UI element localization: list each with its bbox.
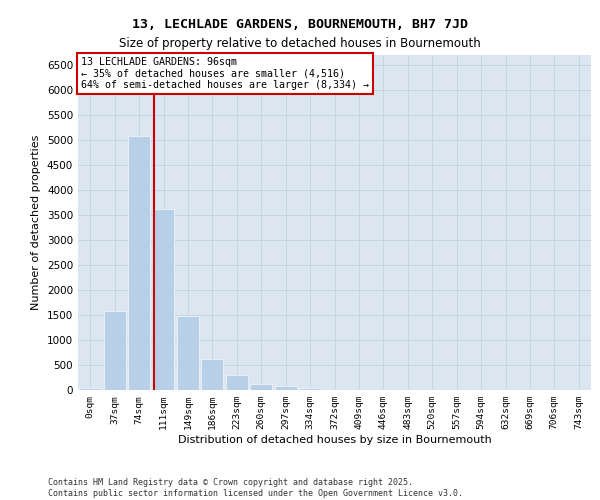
Bar xyxy=(202,359,223,390)
Bar xyxy=(250,384,272,390)
Bar xyxy=(152,209,175,390)
Bar xyxy=(128,136,150,390)
Text: 13, LECHLADE GARDENS, BOURNEMOUTH, BH7 7JD: 13, LECHLADE GARDENS, BOURNEMOUTH, BH7 7… xyxy=(132,18,468,30)
Bar xyxy=(104,311,125,390)
Text: Contains HM Land Registry data © Crown copyright and database right 2025.
Contai: Contains HM Land Registry data © Crown c… xyxy=(48,478,463,498)
Bar xyxy=(177,316,199,390)
Text: Size of property relative to detached houses in Bournemouth: Size of property relative to detached ho… xyxy=(119,38,481,51)
X-axis label: Distribution of detached houses by size in Bournemouth: Distribution of detached houses by size … xyxy=(178,435,491,445)
Y-axis label: Number of detached properties: Number of detached properties xyxy=(31,135,41,310)
Bar xyxy=(79,388,101,390)
Text: 13 LECHLADE GARDENS: 96sqm
← 35% of detached houses are smaller (4,516)
64% of s: 13 LECHLADE GARDENS: 96sqm ← 35% of deta… xyxy=(80,56,368,90)
Bar xyxy=(299,388,321,390)
Bar xyxy=(226,375,248,390)
Bar xyxy=(275,386,296,390)
